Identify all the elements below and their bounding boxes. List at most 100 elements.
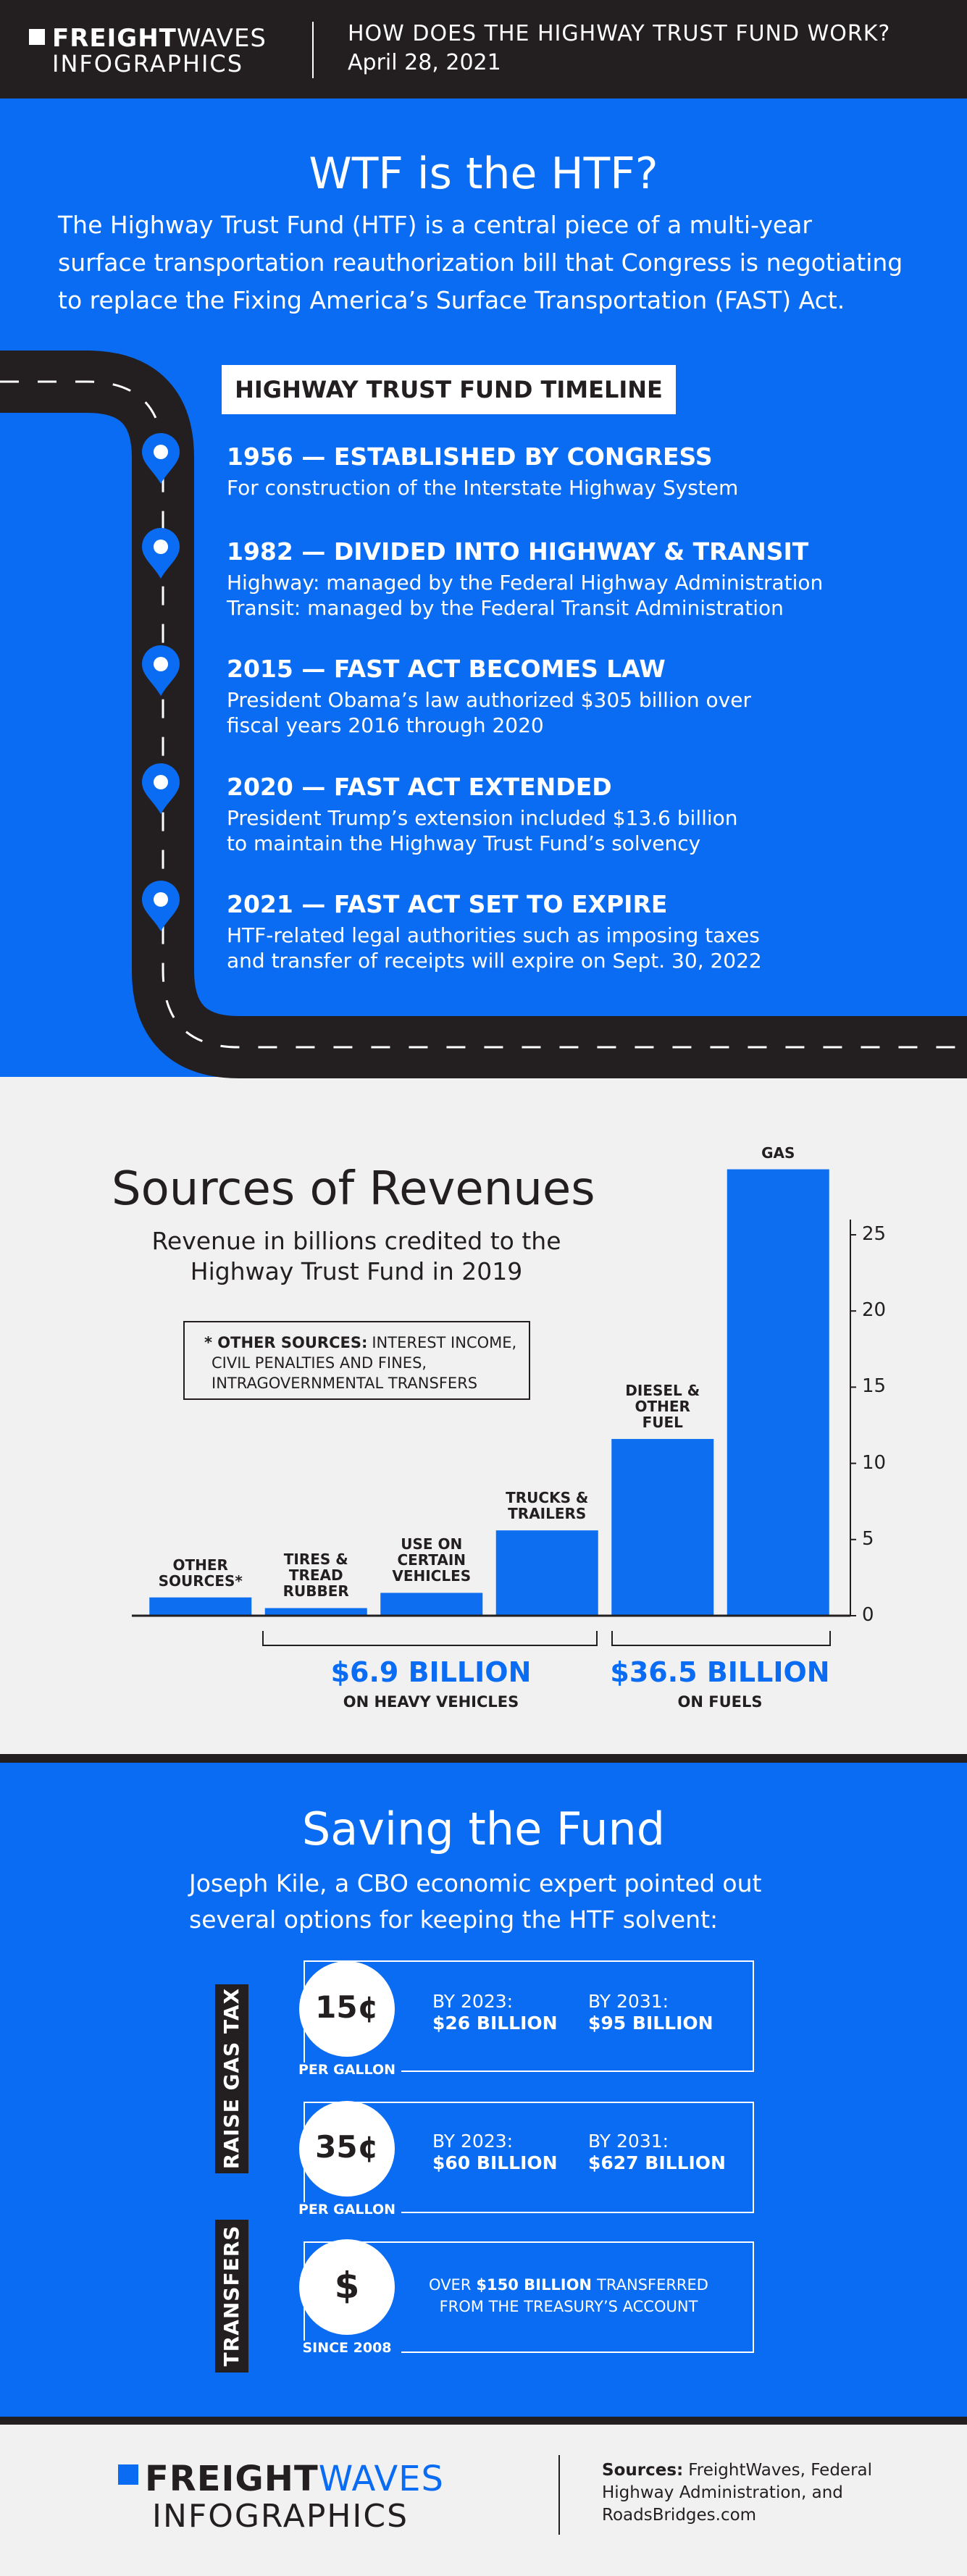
transfer-line: OVER $150 BILLION TRANSFERRED — [406, 2276, 732, 2294]
event-text: For construction of the Interstate Highw… — [227, 476, 739, 500]
option-value: $95 BILLION — [588, 2013, 713, 2034]
intro-line: surface transportation reauthorization b… — [58, 248, 903, 277]
note-line: * OTHER SOURCES: INTEREST INCOME, — [204, 1334, 516, 1351]
side-tab — [215, 2220, 248, 2372]
bar — [495, 1530, 598, 1616]
intro-line: to replace the Fixing America’s Surface … — [58, 286, 845, 314]
bar-label: TIRES & TREAD RUBBER — [282, 1551, 349, 1600]
saving-title: Saving the Fund — [301, 1803, 666, 1855]
y-tick-label: 5 — [862, 1527, 874, 1550]
pin-dot — [154, 892, 168, 907]
bar — [380, 1593, 483, 1616]
transfer-text: FROM THE TREASURY’S ACCOUNT — [439, 2298, 698, 2315]
logo-bold: FREIGHT — [52, 24, 177, 53]
option-value: $627 BILLION — [588, 2152, 726, 2173]
option-amount: 15¢ — [315, 1989, 379, 2025]
pin-dot — [154, 445, 168, 459]
note-box — [183, 1321, 530, 1400]
y-tick-label: 15 — [862, 1375, 887, 1398]
saving-line: several options for keeping the HTF solv… — [189, 1905, 719, 1934]
logo-light: WAVES — [176, 24, 267, 53]
logo-bold: FREIGHT — [145, 2459, 319, 2499]
event-title: 1956 — ESTABLISHED BY CONGRESS — [227, 442, 713, 471]
side-label: TRANSFERS — [219, 2225, 243, 2367]
note-text: INTRAGOVERNMENTAL TRANSFERS — [212, 1375, 478, 1392]
header-band — [0, 0, 967, 98]
logo: FREIGHTWAVES — [145, 2459, 444, 2499]
saving-band — [0, 1763, 967, 2417]
intro-title: WTF is the HTF? — [309, 148, 658, 199]
bar-label: USE ON CERTAIN VEHICLES — [392, 1535, 472, 1585]
option-value: $26 BILLION — [432, 2013, 558, 2034]
bar — [149, 1597, 252, 1616]
transfer-amount: $150 BILLION — [476, 2276, 593, 2294]
bar-label: TRUCKS & TRAILERS — [506, 1489, 589, 1523]
intro-line: The Highway Trust Fund (HTF) is a centra… — [58, 211, 812, 239]
chart-subtitle: Highway Trust Fund in 2019 — [190, 1257, 523, 1285]
y-tick-label: 25 — [862, 1223, 887, 1246]
option-label: BY 2023: — [432, 1991, 514, 2012]
event-text: President Trump’s extension included $13… — [227, 806, 738, 830]
y-tick-label: 0 — [862, 1604, 874, 1626]
sources-text: RoadsBridges.com — [602, 2506, 757, 2525]
logo: FREIGHTWAVES — [52, 24, 267, 53]
logo-icon — [29, 29, 45, 45]
y-tick-label: 20 — [862, 1299, 887, 1322]
event-text: Transit: managed by the Federal Transit … — [227, 596, 784, 620]
event-text: to maintain the Highway Trust Fund’s sol… — [227, 831, 701, 855]
bracket-total: $6.9 BILLION — [330, 1656, 532, 1688]
bracket-total: $36.5 BILLION — [610, 1656, 830, 1688]
option-circle — [299, 2239, 395, 2335]
side-tab — [215, 1984, 248, 2173]
side-label: RAISE GAS TAX — [219, 1987, 243, 2170]
option-value: $60 BILLION — [432, 2152, 558, 2173]
header-title: HOW DOES THE HIGHWAY TRUST FUND WORK? — [348, 21, 891, 46]
chart-title: Sources of Revenues — [112, 1162, 595, 1216]
event-text: fiscal years 2016 through 2020 — [227, 713, 544, 737]
bar — [264, 1608, 367, 1616]
bar-label: OTHER SOURCES* — [158, 1556, 243, 1590]
event-title: 1982 — DIVIDED INTO HIGHWAY & TRANSIT — [227, 537, 809, 566]
divider-band — [0, 2417, 967, 2425]
timeline-heading: HIGHWAY TRUST FUND TIMELINE — [235, 376, 663, 403]
event-text: and transfer of receipts will expire on … — [227, 949, 762, 973]
header-date: April 28, 2021 — [348, 50, 501, 75]
option-label: BY 2023: — [432, 2131, 514, 2152]
bracket-label: ON FUELS — [677, 1693, 763, 1711]
option-label: BY 2031: — [588, 1991, 669, 2012]
pin-dot — [154, 775, 168, 789]
option-amount: $ — [334, 2265, 360, 2307]
bar-label: DIESEL & OTHER FUEL — [625, 1381, 700, 1431]
saving-line: Joseph Kile, a CBO economic expert point… — [189, 1869, 762, 1897]
logo-icon — [118, 2464, 138, 2485]
option-circle — [299, 1961, 395, 2057]
chart-subtitle: Revenue in billions credited to the — [151, 1227, 561, 1255]
option-unit: PER GALLON — [293, 2062, 401, 2078]
bar — [611, 1438, 714, 1616]
option-unit: SINCE 2008 — [293, 2340, 401, 2357]
option-unit: PER GALLON — [293, 2202, 401, 2218]
sources-text: Highway Administration, and — [602, 2483, 843, 2502]
event-text: President Obama’s law authorized $305 bi… — [227, 688, 751, 712]
road-line — [0, 380, 967, 1049]
bar-label: GAS — [761, 1144, 795, 1162]
event-title: 2015 — FAST ACT BECOMES LAW — [227, 655, 666, 683]
event-title: 2021 — FAST ACT SET TO EXPIRE — [227, 890, 668, 918]
note-label: * OTHER SOURCES: — [204, 1334, 368, 1351]
pin-dot — [154, 540, 168, 554]
heading-box — [222, 365, 676, 414]
sources-text: FreightWaves, Federal — [688, 2461, 873, 2480]
event-title: 2020 — FAST ACT EXTENDED — [227, 773, 612, 801]
divider-band — [0, 1754, 967, 1763]
note-text: CIVIL PENALTIES AND FINES, — [212, 1354, 427, 1372]
sources-line: Sources: FreightWaves, Federal — [602, 2461, 872, 2480]
logo-light: WAVES — [318, 2459, 444, 2499]
event-text: HTF-related legal authorities such as im… — [227, 923, 760, 947]
option-amount: 35¢ — [315, 2129, 379, 2165]
option-label: BY 2031: — [588, 2131, 669, 2152]
y-tick-label: 10 — [862, 1451, 887, 1474]
transfer-text: TRANSFERRED — [597, 2276, 708, 2294]
logo-sub: INFOGRAPHICS — [152, 2498, 409, 2535]
